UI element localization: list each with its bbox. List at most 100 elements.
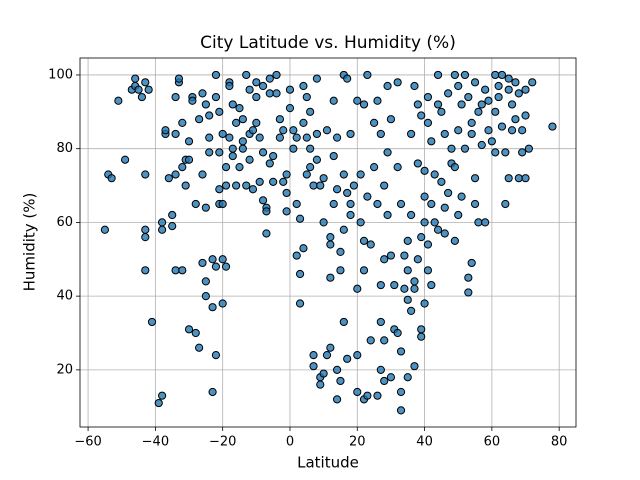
point — [221, 262, 231, 271]
point — [386, 373, 396, 382]
point — [295, 269, 305, 279]
point — [497, 70, 507, 80]
point — [400, 284, 409, 293]
point — [225, 81, 234, 91]
point — [147, 317, 157, 327]
point — [417, 111, 426, 120]
point — [353, 96, 362, 105]
point — [198, 170, 207, 179]
point — [511, 115, 520, 124]
point — [437, 107, 446, 116]
points — [100, 70, 557, 415]
y-axis-label: Humidity (%) — [21, 193, 39, 292]
point — [507, 126, 517, 135]
point — [359, 266, 369, 275]
point — [141, 78, 150, 87]
point — [100, 225, 110, 234]
point — [134, 85, 143, 94]
point — [346, 199, 355, 209]
point — [184, 137, 194, 146]
point — [255, 177, 264, 186]
point — [339, 225, 348, 234]
point — [114, 96, 123, 105]
point — [417, 233, 426, 242]
point — [282, 188, 291, 198]
point — [144, 85, 153, 94]
point — [349, 181, 359, 190]
point — [366, 336, 375, 345]
point — [141, 233, 150, 242]
point — [467, 118, 476, 127]
point — [393, 163, 402, 172]
point — [507, 100, 517, 109]
point — [383, 210, 392, 220]
point — [403, 266, 412, 275]
point — [400, 251, 409, 260]
point — [188, 96, 197, 105]
point — [295, 214, 305, 223]
point — [386, 251, 396, 260]
point — [312, 74, 321, 83]
point — [275, 115, 284, 124]
point — [258, 81, 268, 91]
point — [164, 174, 173, 183]
point — [141, 266, 150, 275]
point — [168, 210, 177, 220]
point — [417, 325, 426, 334]
point — [171, 129, 180, 139]
point — [396, 406, 406, 415]
point — [302, 92, 311, 102]
point — [407, 129, 416, 139]
point — [201, 277, 210, 286]
point — [548, 122, 557, 131]
point — [201, 203, 210, 212]
point — [504, 174, 513, 183]
point — [258, 196, 268, 205]
point — [420, 299, 429, 308]
point — [477, 140, 486, 150]
point — [359, 236, 369, 245]
x-tick-label: 0 — [286, 435, 294, 450]
point — [137, 92, 147, 102]
point — [514, 89, 523, 98]
x-tick-label: 20 — [349, 435, 366, 450]
point — [107, 174, 116, 183]
point — [474, 218, 483, 227]
point — [363, 391, 372, 400]
point — [252, 78, 261, 87]
point — [410, 362, 419, 371]
point — [258, 148, 268, 157]
point — [235, 163, 244, 172]
point — [205, 111, 214, 120]
point — [450, 236, 459, 245]
y-tick-label: 20 — [56, 362, 73, 377]
point — [464, 288, 473, 297]
point — [450, 163, 459, 172]
point — [285, 104, 295, 113]
point — [141, 225, 150, 234]
point — [332, 365, 342, 374]
point — [396, 347, 406, 356]
point — [403, 373, 412, 382]
point — [430, 218, 439, 227]
point — [235, 104, 244, 113]
point — [265, 89, 274, 98]
point — [178, 118, 187, 127]
point — [477, 100, 486, 109]
point — [215, 185, 224, 194]
point — [464, 92, 473, 102]
point — [444, 89, 453, 98]
point — [494, 92, 503, 102]
point — [386, 115, 396, 124]
point — [420, 192, 429, 201]
point — [423, 240, 433, 249]
point — [440, 203, 449, 212]
point — [484, 96, 493, 105]
point — [396, 387, 406, 397]
point — [380, 376, 389, 386]
point — [521, 85, 530, 94]
point — [504, 74, 513, 83]
point — [339, 170, 348, 179]
point — [491, 107, 500, 116]
point — [309, 351, 318, 360]
